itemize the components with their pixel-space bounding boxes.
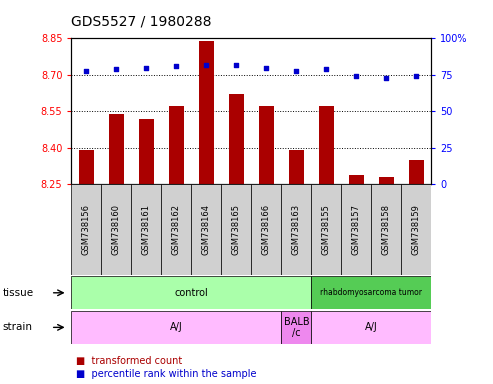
Point [262,65,270,71]
Text: GSM738165: GSM738165 [232,204,241,255]
Bar [79,150,94,184]
Bar [409,160,424,184]
Point [142,65,150,71]
FancyBboxPatch shape [401,184,431,275]
Bar [259,106,274,184]
Point [413,73,421,79]
Text: GSM738157: GSM738157 [352,204,361,255]
Text: ■  percentile rank within the sample: ■ percentile rank within the sample [76,369,257,379]
Point [352,73,360,79]
Text: GSM738155: GSM738155 [322,204,331,255]
Bar [199,41,214,184]
Bar [139,119,154,184]
FancyBboxPatch shape [161,184,191,275]
FancyBboxPatch shape [71,184,102,275]
Text: strain: strain [2,322,33,333]
Point [292,68,300,74]
FancyBboxPatch shape [191,184,221,275]
FancyBboxPatch shape [71,276,312,309]
Text: ■  transformed count: ■ transformed count [76,356,183,366]
Text: GSM738163: GSM738163 [292,204,301,255]
Text: GSM738156: GSM738156 [82,204,91,255]
Point [82,68,90,74]
Text: GSM738164: GSM738164 [202,204,211,255]
Bar [169,106,184,184]
Point [112,66,120,72]
Text: GSM738160: GSM738160 [112,204,121,255]
Text: GSM738161: GSM738161 [142,204,151,255]
Text: A/J: A/J [170,322,183,333]
Text: GSM738166: GSM738166 [262,204,271,255]
FancyBboxPatch shape [132,184,161,275]
Text: A/J: A/J [365,322,378,333]
Point [322,66,330,72]
FancyBboxPatch shape [251,184,282,275]
FancyBboxPatch shape [71,311,282,344]
Point [383,75,390,81]
Text: rhabdomyosarcoma tumor: rhabdomyosarcoma tumor [320,288,423,297]
FancyBboxPatch shape [312,311,431,344]
FancyBboxPatch shape [282,184,312,275]
Text: tissue: tissue [2,288,34,298]
Bar [349,175,364,184]
FancyBboxPatch shape [341,184,371,275]
Text: control: control [175,288,209,298]
Bar [229,94,244,184]
Text: GSM738158: GSM738158 [382,204,391,255]
FancyBboxPatch shape [312,276,431,309]
Point [173,63,180,69]
FancyBboxPatch shape [221,184,251,275]
Text: GSM738162: GSM738162 [172,204,181,255]
Text: GSM738159: GSM738159 [412,204,421,255]
Point [233,61,241,68]
Point [203,61,211,68]
Text: BALB
/c: BALB /c [283,316,309,338]
FancyBboxPatch shape [282,311,312,344]
Bar [379,177,394,184]
Bar [319,106,334,184]
Bar [109,114,124,184]
Bar [289,150,304,184]
FancyBboxPatch shape [312,184,341,275]
FancyBboxPatch shape [371,184,401,275]
FancyBboxPatch shape [102,184,132,275]
Text: GDS5527 / 1980288: GDS5527 / 1980288 [71,15,212,29]
